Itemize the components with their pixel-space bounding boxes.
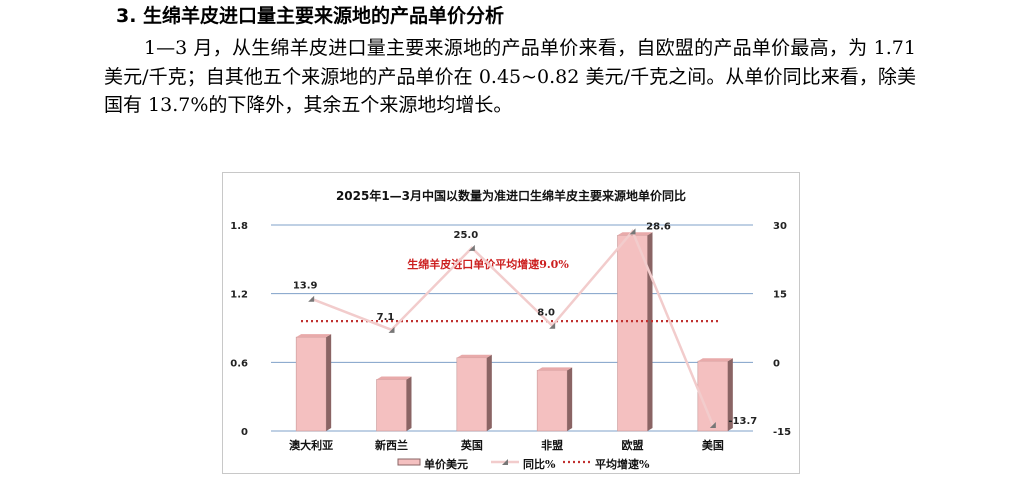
category-label: 欧盟 (622, 438, 644, 452)
bar-top (296, 334, 332, 338)
bar-top (376, 376, 412, 380)
legend-label-avg: 平均增速% (595, 457, 650, 471)
bar-top (697, 358, 733, 362)
left-axis-tick: 1.2 (230, 290, 248, 301)
bar (456, 357, 488, 432)
yoy-marker (308, 295, 315, 302)
bar-side (567, 367, 573, 431)
section-title: 3. 生绵羊皮进口量主要来源地的产品单价分析 (116, 5, 505, 27)
category-label: 美国 (702, 438, 724, 452)
right-axis-tick: 15 (773, 290, 787, 301)
category-label: 澳大利亚 (289, 438, 333, 452)
left-axis-tick: 0 (241, 427, 248, 438)
yoy-line (310, 229, 714, 426)
bar-side (326, 334, 332, 431)
category-label: 英国 (460, 438, 483, 452)
bar (295, 336, 327, 432)
category-label: 新西兰 (375, 438, 408, 452)
yoy-data-label: 25.0 (453, 230, 478, 241)
bar (617, 234, 648, 432)
yoy-data-label: 13.9 (293, 281, 318, 292)
legend-label-bar: 单价美元 (424, 457, 468, 471)
legend-swatch-bar (397, 458, 421, 466)
bar (697, 360, 729, 432)
bar-top (456, 354, 492, 358)
bar-top (537, 367, 573, 371)
legend-marker-yoy (502, 459, 508, 465)
chart-frame: 2025年1—3月中国以数量为准进口生绵羊皮主要来源地单价同比 0 0.6 1.2 1.… (222, 172, 800, 474)
right-axis-tick: -15 (773, 427, 791, 438)
yoy-marker (629, 228, 636, 235)
price-yoy-chart: 2025年1—3月中国以数量为准进口生绵羊皮主要来源地单价同比 0 0.6 1.2 1.… (230, 188, 791, 471)
right-axis-tick: 30 (773, 221, 787, 232)
yoy-data-label: 8.0 (537, 308, 555, 319)
bar-side (406, 376, 412, 431)
yoy-marker (709, 422, 716, 429)
yoy-marker (468, 244, 475, 251)
bar-side (727, 358, 733, 431)
yoy-marker (388, 326, 395, 333)
bar (536, 370, 568, 432)
yoy-data-label: 7.1 (377, 312, 395, 323)
bar (376, 379, 407, 432)
legend-label-yoy: 同比% (523, 457, 556, 471)
analysis-paragraph: 1—3 月，从生绵羊皮进口量主要来源地的产品单价来看，自欧盟的产品单价最高，为 … (104, 37, 916, 116)
yoy-data-label: -13.7 (728, 416, 757, 427)
right-axis-tick: 0 (773, 358, 780, 369)
left-axis-tick: 0.6 (230, 358, 248, 369)
category-label: 非盟 (541, 438, 563, 452)
bar-side (486, 354, 492, 431)
yoy-data-label: 28.6 (646, 221, 671, 232)
yoy-marker (549, 322, 556, 329)
chart-title: 2025年1—3月中国以数量为准进口生绵羊皮主要来源地单价同比 (336, 188, 686, 203)
bar-side (647, 232, 653, 431)
left-axis-tick: 1.8 (230, 221, 248, 232)
